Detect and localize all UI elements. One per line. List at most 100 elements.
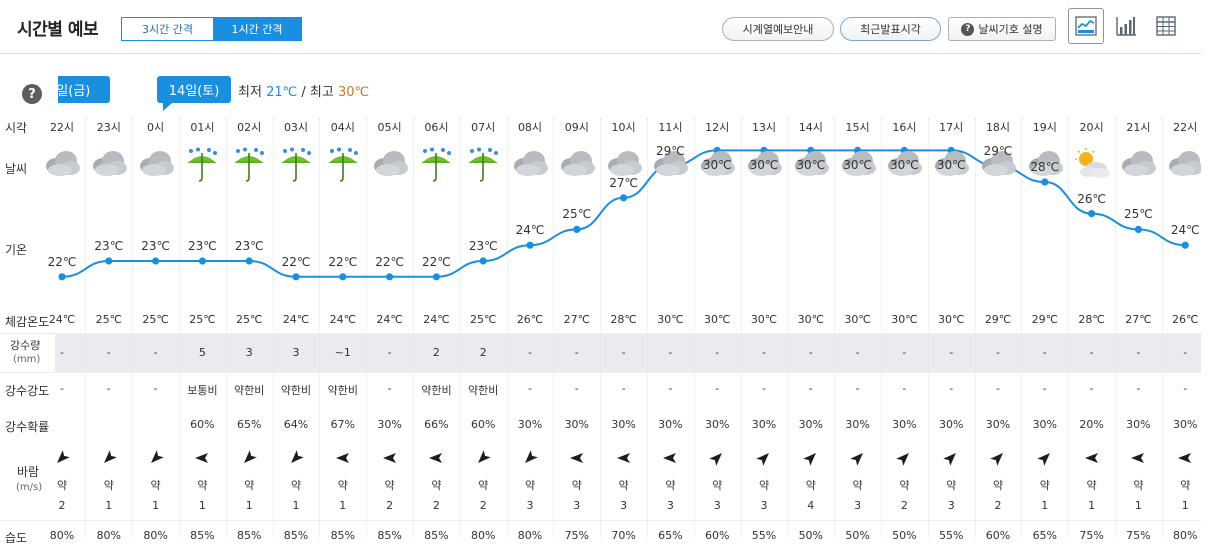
rain-umbrella-icon (413, 147, 459, 187)
time-cell: 20시 (1079, 121, 1104, 134)
rain-prob-cell: 65% (236, 418, 262, 431)
cloudy-icon (647, 148, 693, 188)
wind-strength-cell: 약 (337, 479, 348, 492)
temperature-label: 22℃ (422, 254, 451, 269)
wind-direction-icon (133, 450, 179, 468)
wind-direction-icon (554, 450, 600, 468)
cloudy-icon (1162, 148, 1201, 188)
wind-strength-cell: 약 (899, 479, 910, 492)
temperature-point (1134, 225, 1142, 233)
wind-direction-icon (741, 450, 787, 468)
graph-view-button[interactable] (1068, 8, 1104, 44)
table-view-button[interactable] (1148, 8, 1184, 44)
rain-amount-cell: - (808, 346, 813, 359)
time-cell: 22시 (1173, 121, 1198, 134)
rain-intensity-cell: - (153, 382, 158, 395)
rain-amount-cell: - (668, 346, 673, 359)
wind-direction-icon (179, 450, 225, 468)
time-cell: 17시 (939, 121, 964, 134)
column-divider (226, 118, 227, 538)
wind-direction-icon (86, 450, 132, 468)
temperature-point (58, 273, 66, 281)
cloudy-icon (1022, 148, 1068, 188)
latest-announce-time-button[interactable]: 최근발표시각 (840, 17, 941, 41)
feels-like-cell: 30℃ (938, 313, 965, 326)
humidity-cell: 80% (470, 529, 496, 542)
feels-like-cell: 24℃ (48, 313, 76, 326)
rain-amount-cell: - (996, 346, 1000, 359)
wind-strength-cell: 약 (712, 479, 723, 492)
humidity-cell: 85% (283, 529, 309, 542)
temperature-point (152, 257, 160, 265)
rain-prob-cell: 64% (283, 418, 309, 431)
cloudy-icon (601, 148, 647, 188)
time-cell: 06시 (424, 121, 449, 134)
time-cell: 07시 (471, 121, 496, 134)
column-divider (694, 118, 695, 538)
temperature-point (573, 225, 581, 233)
cloudy-icon (1115, 148, 1161, 188)
temperature-point (1181, 241, 1189, 249)
weather-symbols-label: 날씨기호 설명 (978, 23, 1043, 36)
rain-prob-cell: 20% (1079, 418, 1104, 431)
rain-amount-cell: - (902, 346, 907, 359)
wind-speed-cell: 3 (526, 499, 534, 512)
wind-direction-icon (881, 450, 927, 468)
rain-umbrella-icon (460, 147, 506, 187)
time-cell: 04시 (330, 121, 355, 134)
rain-prob-cell: 60% (190, 418, 215, 431)
rain-prob-cell: 66% (424, 418, 449, 431)
column-divider (413, 118, 414, 538)
temperature-label: 30℃ (702, 158, 732, 173)
line-graph-icon (1075, 16, 1097, 36)
rain-prob-cell: 60% (470, 418, 496, 431)
temperature-label: 22℃ (47, 254, 77, 269)
weather-symbols-button[interactable]: ? 날씨기호 설명 (948, 17, 1056, 41)
wind-direction-icon (788, 450, 834, 468)
help-icon[interactable]: ? (22, 84, 42, 104)
humidity-cell: 80% (96, 529, 122, 542)
humidity-cell: 75% (1079, 529, 1104, 542)
humidity-cell: 85% (424, 529, 449, 542)
time-cell: 05시 (377, 121, 402, 134)
time-cell: 09시 (564, 121, 589, 134)
feels-like-cell: 30℃ (704, 313, 731, 326)
wind-speed-cell: 3 (947, 499, 955, 512)
humidity-cell: 55% (751, 529, 777, 542)
rain-intensity-cell: - (902, 382, 907, 395)
rain-amount-cell: - (1089, 346, 1094, 359)
row-label-weather: 날씨 (5, 162, 28, 176)
wind-strength-cell: 약 (103, 479, 114, 492)
wind-direction-icon (928, 450, 974, 468)
wind-direction-icon (320, 450, 366, 468)
temperature-label: 26℃ (1077, 191, 1106, 206)
wind-direction-icon (226, 450, 272, 468)
temperature-label: 22℃ (375, 254, 404, 269)
humidity-cell: 85% (377, 529, 402, 542)
feels-like-cell: 27℃ (1125, 313, 1152, 326)
rain-intensity-cell: - (855, 382, 860, 395)
temperature-label: 23℃ (141, 239, 170, 253)
temperature-point (1088, 210, 1096, 218)
bar-view-button[interactable] (1108, 8, 1144, 44)
feels-like-cell: 26℃ (1172, 313, 1199, 326)
min-temp-value: 21℃ (266, 85, 298, 100)
temperature-point (1041, 178, 1049, 186)
rain-amount-cell: - (574, 346, 579, 359)
wind-direction-icon (647, 450, 693, 468)
rain-prob-cell: 30% (1032, 418, 1058, 431)
rain-amount-cell: - (1183, 346, 1188, 359)
wind-speed-cell: 1 (152, 499, 160, 512)
wind-speed-cell: 1 (245, 499, 253, 512)
interval-1h-button[interactable]: 1시간 간격 (213, 18, 301, 40)
temperature-label: 28℃ (1030, 160, 1060, 174)
rain-prob-cell: 30% (845, 418, 870, 431)
column-divider (787, 118, 788, 538)
feels-like-cell: 24℃ (423, 313, 450, 326)
interval-3h-button[interactable]: 3시간 간격 (122, 18, 213, 40)
series-forecast-guide-button[interactable]: 시계열예보안내 (722, 17, 834, 41)
wind-strength-cell: 약 (1133, 479, 1144, 492)
wind-strength-cell: 약 (946, 479, 957, 492)
rain-amount-band (55, 334, 1201, 372)
wind-speed-cell: 1 (198, 499, 206, 512)
